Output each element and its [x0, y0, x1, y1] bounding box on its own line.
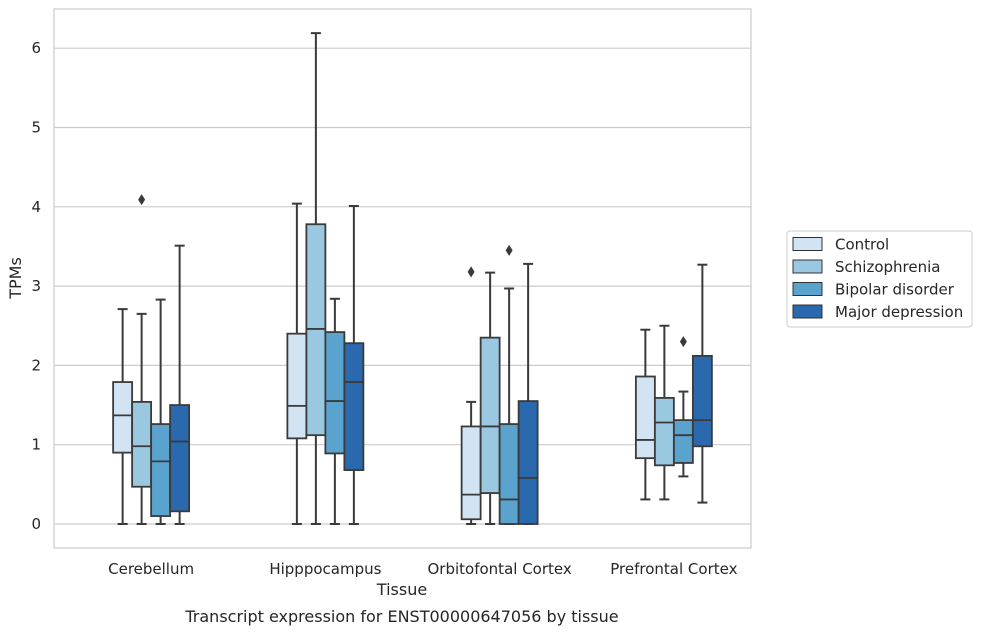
box [517, 400, 539, 525]
box-group [691, 263, 713, 504]
legend: Control Schizophrenia Bipolar disorder Majo… [786, 230, 973, 328]
x-tick-label: Cerebellum [108, 560, 194, 578]
outlier-point [467, 266, 475, 278]
legend-frame [786, 230, 973, 328]
y-tick-label: 5 [31, 119, 41, 137]
box [150, 423, 172, 517]
y-tick-label: 3 [31, 277, 41, 295]
box [691, 354, 713, 448]
plot-area-frame [53, 8, 752, 549]
y-axis-title: TPMs [6, 257, 25, 300]
box [460, 425, 482, 521]
box [324, 331, 346, 455]
y-tick-label: 1 [31, 436, 41, 454]
box-marks [112, 32, 713, 525]
x-axis-title: Tissue [376, 580, 427, 599]
box-group [286, 202, 308, 525]
box [634, 375, 656, 460]
y-tick-label: 6 [31, 39, 41, 57]
legend-label: Control [835, 236, 889, 254]
box [131, 400, 153, 488]
legend-swatch [792, 259, 823, 274]
box-group [150, 298, 172, 525]
legend-label: Bipolar disorder [835, 281, 955, 299]
x-tick-label: Prefrontal Cortex [610, 560, 737, 578]
outlier-point [138, 194, 146, 206]
legend-swatch [792, 237, 823, 251]
y-tick-label: 0 [31, 515, 41, 533]
x-tick-label: Orbitofontal Cortex [428, 560, 572, 578]
legend-swatch [792, 304, 823, 319]
box-group [305, 32, 327, 525]
legend-label: Schizophrenia [835, 258, 940, 276]
box-group [479, 271, 501, 525]
y-axis-ticks: 0 1 2 3 4 5 6 [31, 39, 41, 533]
legend-label: Major depression [835, 303, 963, 321]
y-tick-label: 2 [31, 356, 41, 374]
outlier-point [505, 244, 513, 256]
y-tick-label: 4 [31, 198, 41, 216]
box-group [653, 324, 675, 501]
box [498, 423, 520, 525]
box [479, 336, 501, 494]
box-group [131, 194, 153, 525]
box [169, 404, 191, 513]
box-group [517, 262, 539, 525]
box-group [169, 244, 191, 525]
outlier-point [679, 336, 687, 348]
x-tick-label: Hipppocampus [269, 560, 381, 578]
x-axis-ticks: Cerebellum Hipppocampus Orbitofontal Corte… [108, 560, 737, 578]
box-group [112, 308, 134, 525]
box [653, 397, 675, 467]
box-group [343, 205, 365, 525]
box-group [672, 336, 694, 478]
box [672, 419, 694, 464]
box-group [498, 244, 520, 525]
box [112, 381, 134, 454]
box [286, 332, 308, 440]
box [343, 342, 365, 471]
legend-swatch [792, 282, 823, 296]
box-group [460, 266, 482, 525]
chart-caption: Transcript expression for ENST0000064705… [184, 607, 618, 626]
box-group [324, 297, 346, 525]
box-group [634, 328, 656, 501]
